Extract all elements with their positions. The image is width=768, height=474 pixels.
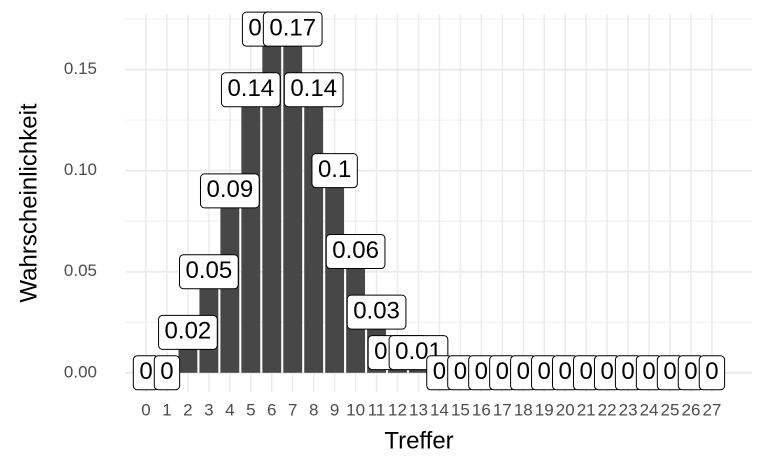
value-label: 0 — [426, 355, 453, 391]
x-tick-label: 11 — [368, 400, 386, 419]
value-label-text: 0 — [475, 358, 488, 385]
value-label: 0 — [656, 355, 684, 391]
x-tick-label: 7 — [288, 400, 297, 419]
value-label-text: 0 — [139, 358, 152, 385]
value-label: 0.1 — [311, 153, 358, 189]
x-tick-label: 13 — [409, 400, 428, 419]
value-label-text: 0.14 — [290, 75, 337, 102]
y-axis-title: Wahrscheinlichkeit — [15, 103, 42, 303]
y-tick-label: 0.10 — [64, 160, 97, 179]
value-label-text: 0 — [621, 358, 634, 385]
x-tick-label: 17 — [493, 400, 512, 419]
value-label-text: 0 — [433, 358, 446, 385]
value-label: 0.02 — [158, 314, 218, 350]
value-label: 0 — [698, 355, 726, 391]
value-label: 0 — [510, 355, 537, 391]
x-tick-label: 10 — [346, 400, 365, 419]
x-tick-label: 18 — [514, 400, 533, 419]
x-tick-label: 6 — [267, 400, 276, 419]
value-label-box — [698, 355, 726, 391]
x-tick-label: 15 — [451, 400, 470, 419]
x-tick-label: 22 — [598, 400, 617, 419]
value-label-text: 0.1 — [318, 156, 351, 183]
x-tick-label: 25 — [661, 400, 680, 419]
value-label: 0.17 — [262, 11, 323, 47]
x-tick-label: 1 — [162, 400, 171, 419]
value-label: 0.06 — [325, 234, 386, 270]
x-axis-title: Treffer — [384, 427, 453, 454]
value-label-text: 0 — [705, 358, 718, 385]
x-tick-label: 0 — [141, 400, 150, 419]
x-tick-label: 4 — [225, 400, 234, 419]
bar — [283, 29, 303, 373]
value-label-box — [346, 294, 407, 330]
value-label: 0.14 — [283, 72, 344, 108]
value-label-box — [283, 72, 344, 108]
x-tick-label: 19 — [535, 400, 554, 419]
value-label: 0 — [489, 355, 516, 391]
value-label: 0.05 — [179, 254, 239, 290]
value-label: 0.09 — [199, 173, 260, 209]
value-label-text: 0 — [538, 358, 551, 385]
value-label-box — [158, 314, 218, 350]
bar — [304, 89, 324, 373]
value-label-box — [153, 355, 181, 391]
value-label-text: 0.06 — [332, 237, 379, 264]
bar — [325, 170, 345, 373]
bar — [241, 89, 261, 373]
value-label-text: 0 — [454, 358, 467, 385]
value-label-text: 0 — [684, 358, 697, 385]
x-tick-label: 2 — [183, 400, 192, 419]
value-label: 0 — [132, 355, 160, 391]
value-label-text: 0 — [496, 358, 509, 385]
x-tick-label: 5 — [246, 400, 255, 419]
value-label-text: 0 — [160, 358, 173, 385]
x-tick-label: 21 — [577, 400, 596, 419]
value-label-text: 0.02 — [165, 318, 212, 345]
x-tick-label: 24 — [640, 400, 659, 419]
bar — [262, 29, 282, 373]
value-label-text: 0.03 — [353, 297, 400, 324]
value-label-box — [220, 72, 281, 108]
value-label: 0 — [677, 355, 705, 391]
value-label-text: 0 — [600, 358, 613, 385]
x-tick-label: 12 — [388, 400, 407, 419]
x-tick-label: 27 — [702, 400, 721, 419]
value-label-box — [199, 173, 260, 209]
value-label-text: 0 — [517, 358, 530, 385]
x-tick-label: 3 — [204, 400, 213, 419]
value-label-text: 0 — [559, 358, 572, 385]
x-tick-label: 23 — [619, 400, 638, 419]
value-label-text: 0 — [642, 358, 655, 385]
x-tick-label: 8 — [309, 400, 318, 419]
value-label: 0 — [153, 355, 181, 391]
value-label-text: 0.17 — [269, 15, 316, 42]
x-tick-label: 14 — [430, 400, 449, 419]
y-tick-label: 0.00 — [64, 362, 97, 381]
value-label-box — [311, 153, 358, 189]
x-tick-label: 9 — [330, 400, 339, 419]
value-label: 0.14 — [220, 72, 281, 108]
value-label: 0 — [447, 355, 474, 391]
x-tick-label: 16 — [472, 400, 491, 419]
x-tick-label: 20 — [556, 400, 575, 419]
value-label-text: 0.05 — [186, 257, 233, 284]
y-tick-label: 0.15 — [64, 59, 97, 78]
value-label-text: 0.09 — [206, 176, 253, 203]
value-label: 0 — [468, 355, 495, 391]
value-label-box — [325, 234, 386, 270]
value-label: 0.03 — [346, 294, 407, 330]
y-tick-label: 0.05 — [64, 261, 97, 280]
x-tick-label: 26 — [681, 400, 700, 419]
value-label-text: 0.14 — [227, 75, 274, 102]
value-label-box — [179, 254, 239, 290]
value-label-text: 0 — [663, 358, 676, 385]
value-label-box — [262, 11, 323, 47]
value-label-text: 0 — [579, 358, 592, 385]
